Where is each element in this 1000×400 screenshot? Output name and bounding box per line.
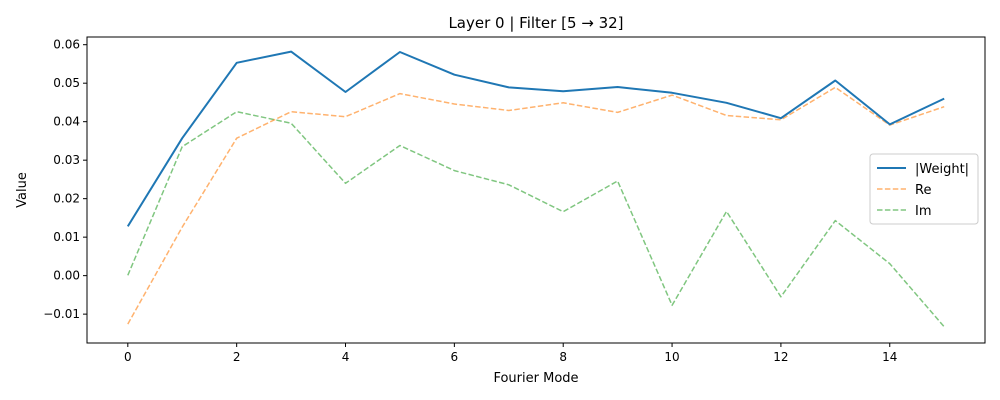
x-tick-label: 8 [559,350,567,364]
x-axis-label: Fourier Mode [493,371,578,386]
y-tick-label: 0.03 [53,153,80,167]
series-line-im [127,110,945,328]
y-tick-label: 0.01 [53,230,80,244]
y-axis-label: Value [15,172,30,208]
series-layer [126,50,945,328]
legend-box [869,153,979,225]
x-tick-label: 0 [124,350,132,364]
legend-label: |Weight| [915,162,969,177]
x-tick-label: 4 [342,350,350,364]
x-tick-label: 14 [882,350,897,364]
series-line-weight [126,50,945,227]
chart-title: Layer 0 | Filter [5 → 32] [448,14,623,32]
legend-label: Im [915,204,932,219]
x-axis: 0 2 4 6 8 10 12 14 [124,343,897,364]
y-tick-label: 0.06 [53,38,80,52]
legend: |Weight| Re Im [869,153,979,225]
y-tick-label: 0.05 [53,76,80,90]
x-tick-label: 10 [664,350,679,364]
x-tick-label: 12 [773,350,788,364]
legend-label: Re [915,183,931,198]
y-tick-label: 0.02 [53,192,80,206]
plot-frame [86,36,986,344]
y-axis: −0.01 0.00 0.01 0.02 0.03 0.04 0.05 0.06 [43,38,87,321]
x-tick-label: 6 [451,350,459,364]
series-line-re [127,86,945,325]
y-tick-label: −0.01 [43,307,80,321]
y-tick-label: 0.00 [53,269,80,283]
y-tick-label: 0.04 [53,115,80,129]
x-tick-label: 2 [233,350,241,364]
